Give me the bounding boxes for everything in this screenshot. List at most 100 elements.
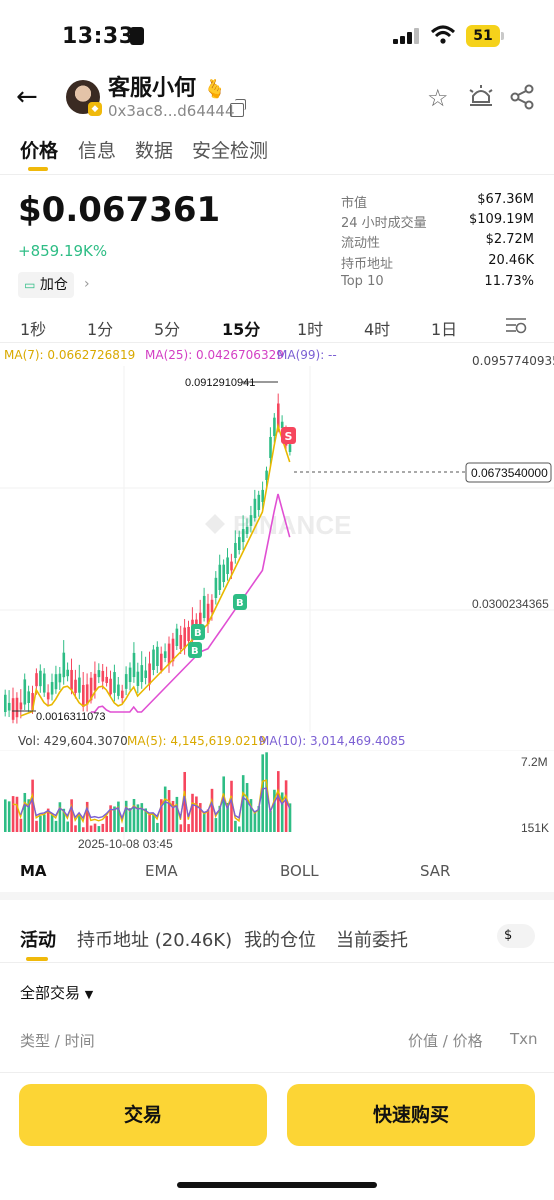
candle-body	[43, 673, 46, 693]
svg-text:B: B	[194, 628, 202, 639]
high-label: 0.0912910941	[185, 377, 255, 389]
currency-toggle[interactable]: $	[497, 924, 535, 948]
caret-down-icon: ▼	[84, 988, 94, 1001]
stat-label-volume: 24 小时成交量	[341, 216, 427, 231]
interval-5m[interactable]: 5分	[154, 320, 181, 339]
volume-bar	[66, 821, 69, 832]
volume-bar	[183, 771, 186, 832]
volume-chart[interactable]: 7.2M 151K 2025-10-08 03:45	[0, 750, 554, 850]
activity-tab-indicator	[26, 957, 48, 961]
indicator-ema[interactable]: EMA	[145, 862, 178, 880]
quick-buy-button[interactable]: 快速购买	[287, 1084, 535, 1146]
candle-body	[136, 671, 140, 686]
volume-bar	[89, 825, 93, 832]
divider	[0, 1072, 554, 1073]
trade-button[interactable]: 交易	[19, 1084, 267, 1146]
indicator-sar[interactable]: SAR	[420, 862, 451, 880]
tab-security-check[interactable]: 安全检测	[192, 140, 269, 162]
volume-bar	[46, 808, 50, 832]
tab-my-positions[interactable]: 我的仓位	[244, 930, 316, 951]
tab-data[interactable]: 数据	[135, 140, 174, 162]
candle-body	[93, 673, 97, 691]
volume-bar	[11, 796, 15, 832]
contract-address[interactable]: 0x3ac8...d64444	[108, 102, 235, 120]
volume-bar	[179, 824, 183, 832]
home-indicator	[177, 1182, 377, 1188]
star-icon[interactable]: ☆	[427, 84, 449, 112]
volume-bar	[234, 820, 237, 832]
chevron-right-icon[interactable]: ›	[84, 276, 90, 292]
volume-bar	[195, 796, 198, 832]
tab-price[interactable]: 价格	[20, 140, 59, 162]
signal-icon	[393, 28, 421, 44]
candle-body	[171, 638, 175, 662]
candle-body	[66, 669, 69, 677]
candle-body	[245, 526, 249, 534]
tab-open-orders[interactable]: 当前委托	[336, 930, 408, 951]
interval-1d[interactable]: 1日	[431, 320, 458, 339]
candle-body	[257, 494, 261, 510]
divider	[0, 962, 554, 963]
candle-body	[226, 557, 229, 574]
interval-1h[interactable]: 1时	[297, 320, 324, 339]
volume-bar	[175, 796, 179, 832]
interval-4h[interactable]: 4时	[364, 320, 391, 339]
focus-lock-icon	[130, 27, 144, 45]
trade-filter-dropdown[interactable]: 全部交易 ▼	[20, 984, 94, 1002]
volume-bar	[105, 815, 108, 832]
volume-bar	[238, 826, 241, 832]
svg-text:S: S	[285, 430, 293, 443]
candle-body	[230, 561, 233, 571]
back-arrow-icon[interactable]: ←	[16, 82, 38, 112]
interval-1s[interactable]: 1秒	[20, 320, 47, 339]
chart-settings-icon[interactable]	[505, 316, 527, 334]
volume-bar	[124, 800, 128, 832]
candle-body	[7, 702, 11, 711]
volume-bar	[163, 786, 167, 832]
candle-body	[288, 444, 292, 452]
candle-body	[82, 684, 85, 707]
tab-info[interactable]: 信息	[78, 140, 117, 162]
volume-bar	[93, 823, 97, 832]
indicator-ma[interactable]: MA	[20, 862, 47, 880]
price-chart[interactable]: BINANCE 0.0912910941 0.0016311073 0.0673…	[0, 366, 554, 732]
volume-bar	[167, 790, 171, 832]
volume-bar	[62, 808, 66, 832]
candle-body	[152, 649, 155, 670]
interval-15m[interactable]: 15分	[222, 320, 261, 339]
volume-bar	[101, 823, 105, 832]
volume-bars	[4, 752, 292, 832]
interval-1m[interactable]: 1分	[87, 320, 114, 339]
current-price-label: 0.0673540000	[471, 466, 548, 480]
volume-bar	[19, 818, 23, 832]
svg-text:B: B	[191, 646, 199, 657]
share-icon[interactable]	[509, 84, 535, 110]
candle-body	[160, 653, 163, 671]
candle-body	[218, 564, 222, 590]
stat-label-market-cap: 市值	[341, 196, 368, 211]
sell-marker: S	[281, 427, 296, 444]
copy-icon[interactable]	[230, 99, 246, 117]
candle-body	[238, 537, 241, 550]
volume-bar	[85, 801, 89, 832]
candle-body	[273, 417, 276, 436]
divider	[0, 342, 554, 343]
alert-icon[interactable]	[467, 84, 495, 110]
volume-bar	[35, 820, 38, 832]
candle-body	[89, 677, 93, 701]
candle-body	[234, 543, 237, 558]
volume-bar	[245, 783, 249, 832]
volume-bar	[210, 788, 214, 832]
ma25-line	[90, 493, 291, 713]
candle-body	[31, 693, 34, 710]
tab-activity[interactable]: 活动	[20, 930, 56, 951]
volume-bar	[78, 813, 81, 832]
position-icon: ▭	[24, 278, 36, 292]
indicator-boll[interactable]: BOLL	[280, 862, 319, 880]
volume-bar	[171, 800, 175, 832]
ma25-legend: MA(25): 0.0426706329	[145, 348, 284, 362]
tab-holders[interactable]: 持币地址 (20.46K)	[77, 930, 233, 951]
candle-body	[163, 651, 167, 658]
add-position-button[interactable]: ▭ 加仓	[18, 272, 74, 298]
vol-ma10-line	[19, 787, 291, 821]
